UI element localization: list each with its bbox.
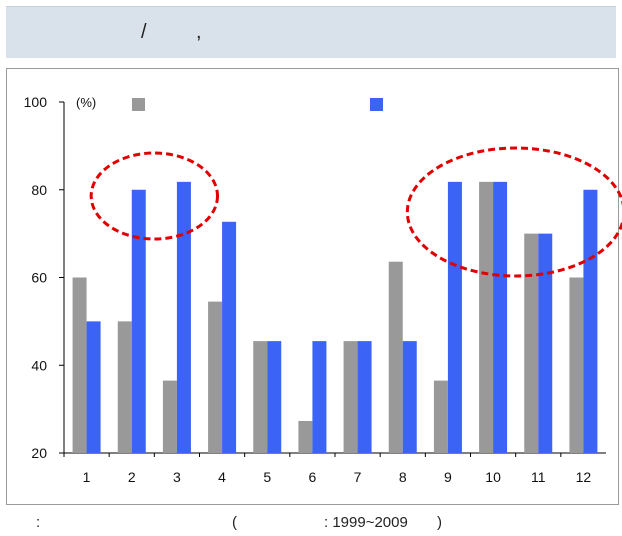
bar-s2-2: [131, 189, 146, 453]
highlight-ellipse-1: [89, 151, 219, 241]
source-close-paren: ): [437, 514, 442, 531]
y-tick-label-20: 20: [31, 445, 47, 461]
bar-s1-4: [208, 301, 223, 453]
bar-s1-6: [298, 420, 313, 453]
bar-s1-8: [388, 261, 403, 453]
bar-s1-9: [433, 380, 448, 453]
source-open-paren: (: [232, 514, 237, 531]
x-tick-label-9: 9: [444, 469, 452, 485]
bar-s2-11: [538, 233, 553, 453]
y-unit-label: (%): [76, 95, 96, 110]
bar-s1-2: [117, 321, 132, 453]
x-tick-label-8: 8: [399, 469, 407, 485]
x-tick-label-6: 6: [309, 469, 317, 485]
bar-s2-4: [222, 221, 237, 453]
source-colon: :: [36, 514, 41, 531]
bar-s1-11: [524, 233, 539, 453]
x-tick-label-3: 3: [173, 469, 181, 485]
legend-swatch-1: [132, 98, 145, 111]
bar-s1-3: [162, 380, 177, 453]
y-tick-label-100: 100: [24, 94, 48, 110]
x-tick-label-4: 4: [218, 469, 226, 485]
bar-s2-8: [402, 341, 417, 453]
bar-s1-7: [343, 341, 358, 453]
title-slash: /: [141, 21, 147, 43]
bar-s2-3: [176, 181, 191, 454]
bar-s2-7: [357, 341, 372, 453]
x-tick-label-1: 1: [83, 469, 91, 485]
bar-s1-12: [569, 277, 584, 453]
bar-s2-12: [583, 189, 598, 453]
y-tick-label-60: 60: [31, 270, 47, 286]
source-period: : 1999~2009: [324, 514, 408, 531]
bar-s1-10: [479, 181, 494, 454]
x-tick-label-12: 12: [576, 469, 592, 485]
bar-s2-10: [493, 181, 508, 454]
bar-s1-5: [253, 341, 268, 453]
highlight-ellipse-2: [405, 146, 622, 278]
bar-s2-6: [312, 341, 327, 453]
x-tick-label-10: 10: [485, 469, 501, 485]
legend-swatch-2: [370, 98, 383, 111]
x-tick-label-7: 7: [354, 469, 362, 485]
y-tick-label-80: 80: [31, 182, 47, 198]
bar-s2-5: [267, 341, 282, 453]
bar-s1-1: [72, 277, 87, 453]
title-bar: / ,: [6, 6, 616, 58]
x-tick-label-11: 11: [531, 469, 546, 485]
bar-s2-9: [447, 181, 462, 454]
bar-s2-1: [86, 321, 101, 453]
title-comma: ,: [196, 21, 202, 43]
x-tick-label-2: 2: [128, 469, 136, 485]
y-tick-label-40: 40: [31, 357, 47, 373]
x-tick-label-5: 5: [263, 469, 271, 485]
